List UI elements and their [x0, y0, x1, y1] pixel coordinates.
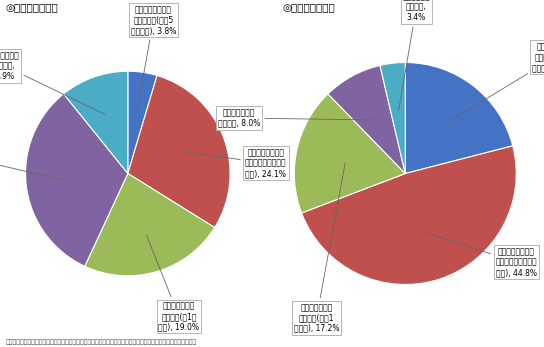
Wedge shape	[380, 62, 405, 174]
Wedge shape	[328, 66, 405, 174]
Wedge shape	[301, 146, 516, 285]
Text: 影音は全く出
ていない,
3.4%: 影音は全く出 ていない, 3.4%	[399, 0, 430, 110]
Wedge shape	[128, 71, 157, 174]
Wedge shape	[64, 71, 128, 174]
Text: 影音は全く出
ていない,
8.9%: 影音は全く出 ていない, 8.9%	[0, 51, 105, 115]
Wedge shape	[405, 62, 513, 174]
Wedge shape	[294, 94, 405, 213]
Text: 極めて大きな影音
が出ている(同結5
割以上), 19.5%: 極めて大きな影音 が出ている(同結5 割以上), 19.5%	[445, 42, 544, 124]
Wedge shape	[85, 174, 215, 276]
Text: 大きく影音が出て
いる（同結２～４割
程度), 44.8%: 大きく影音が出て いる（同結２～４割 程度), 44.8%	[426, 232, 537, 277]
Wedge shape	[26, 94, 128, 266]
Text: ある程度影音が
出ている(同1割
程度), 19.0%: ある程度影音が 出ている(同1割 程度), 19.0%	[146, 235, 200, 332]
Text: （出所：全国商工会連合会令和２年２月期景気動向調査速報）・付帯調査「新型コロナウイルスに係る紧急調査」: （出所：全国商工会連合会令和２年２月期景気動向調査速報）・付帯調査「新型コロナウ…	[5, 340, 197, 345]
Text: 極めて大きな影音
が出ている(同結5
割以上減), 3.8%: 極めて大きな影音 が出ている(同結5 割以上減), 3.8%	[131, 5, 176, 110]
Text: 大きく影音が出て
いる（同結２～４割
程度), 24.1%: 大きく影音が出て いる（同結２～４割 程度), 24.1%	[188, 149, 287, 178]
Text: 影音度合いは過
少である, 8.0%: 影音度合いは過 少である, 8.0%	[218, 108, 373, 128]
Text: 影音度合いは
過少である,
26.6%: 影音度合いは 過少である, 26.6%	[0, 143, 64, 180]
Wedge shape	[128, 76, 230, 228]
Text: ◎キャンセル被害: ◎キャンセル被害	[283, 2, 336, 12]
Text: ◎調達面での支障: ◎調達面での支障	[5, 2, 58, 12]
Text: ある程度影音が
出ている(同結1
割程度), 17.2%: ある程度影音が 出ている(同結1 割程度), 17.2%	[294, 163, 345, 333]
